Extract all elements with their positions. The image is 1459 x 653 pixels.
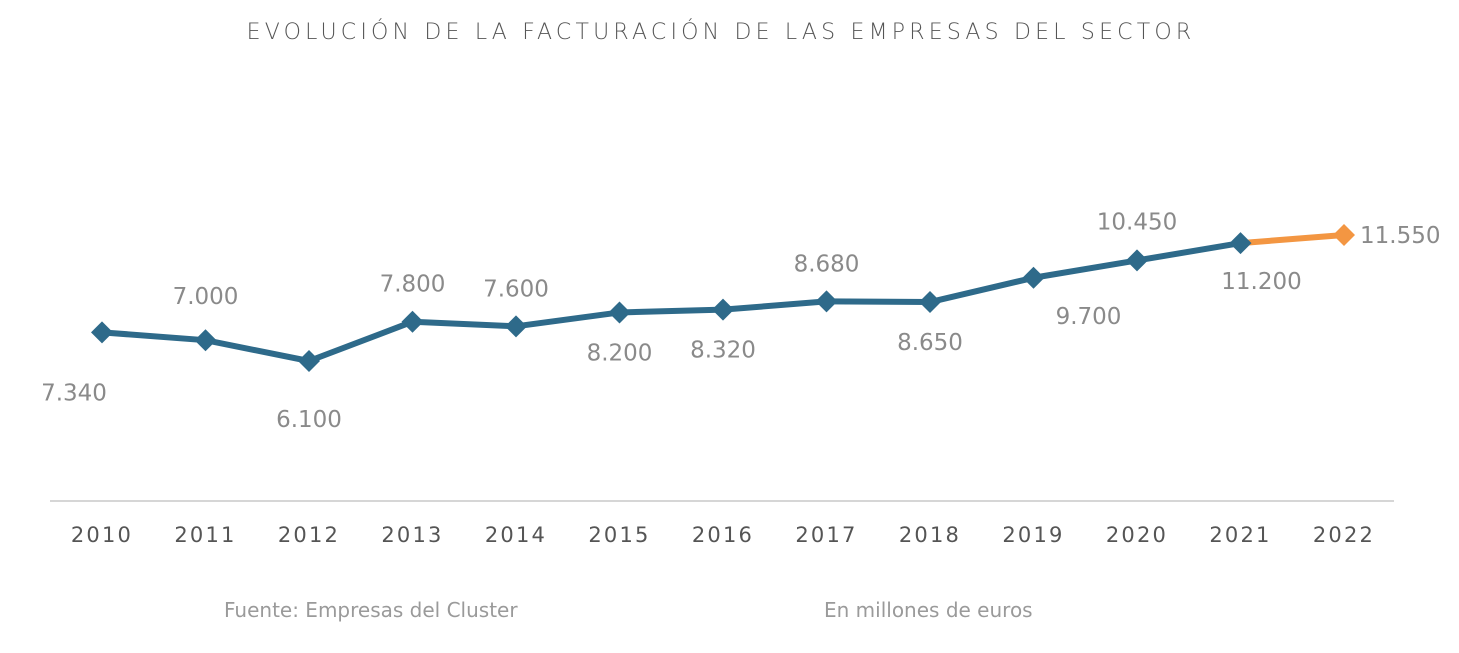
data-point-2010[interactable] xyxy=(91,321,113,344)
line-segment-2016-2017 xyxy=(720,298,830,313)
x-tick-label-2018: 2018 xyxy=(899,523,961,547)
chart-title: EVOLUCIÓN DE LA FACTURACIÓN DE LAS EMPRE… xyxy=(246,20,1196,45)
data-label-2015: 8.200 xyxy=(587,340,653,366)
line-segment-2015-2016 xyxy=(616,306,726,316)
x-tick-label-2016: 2016 xyxy=(692,523,754,547)
data-label-2019: 9.700 xyxy=(1056,304,1122,330)
line-segment-2020-2021 xyxy=(1134,240,1244,264)
data-label-2018: 8.650 xyxy=(897,330,963,356)
x-tick-label-2017: 2017 xyxy=(795,523,857,547)
line-segment-2012-2013 xyxy=(306,318,416,364)
data-point-2021[interactable] xyxy=(1229,232,1252,255)
x-tick-label-2022: 2022 xyxy=(1313,523,1375,547)
line-segment-2021-2022 xyxy=(1237,232,1347,247)
data-label-2011: 7.000 xyxy=(173,284,239,310)
line-segment-2011-2012 xyxy=(202,337,312,364)
data-point-2013[interactable] xyxy=(401,310,424,333)
data-label-2020: 10.450 xyxy=(1097,209,1177,235)
data-label-2013: 7.800 xyxy=(380,272,446,298)
x-tick-label-2015: 2015 xyxy=(588,523,650,547)
data-label-2021: 11.200 xyxy=(1221,269,1301,295)
data-point-2016[interactable] xyxy=(712,298,734,321)
x-tick-label-2021: 2021 xyxy=(1209,523,1271,547)
data-label-2017: 8.680 xyxy=(794,251,860,277)
unit-note: En millones de euros xyxy=(824,598,1033,622)
x-tick-label-2011: 2011 xyxy=(174,523,236,547)
source-note: Fuente: Empresas del Cluster xyxy=(224,598,518,622)
data-label-2016: 8.320 xyxy=(690,338,756,364)
data-point-2012[interactable] xyxy=(298,350,320,372)
x-tick-label-2013: 2013 xyxy=(381,523,443,547)
data-label-2014: 7.600 xyxy=(483,276,549,302)
line-segment-2017-2018 xyxy=(823,298,933,306)
data-point-2019[interactable] xyxy=(1022,266,1045,289)
line-segment-2019-2020 xyxy=(1030,257,1140,281)
data-point-2015[interactable] xyxy=(608,301,631,324)
data-label-2010: 7.340 xyxy=(41,380,107,406)
data-point-2014[interactable] xyxy=(505,315,527,338)
data-point-2018[interactable] xyxy=(919,291,941,314)
x-tick-label-2012: 2012 xyxy=(278,523,340,547)
line-segment-2014-2015 xyxy=(513,309,623,330)
x-tick-label-2020: 2020 xyxy=(1106,523,1168,547)
data-point-2022[interactable] xyxy=(1333,224,1355,246)
line-segment-2013-2014 xyxy=(409,318,519,330)
x-tick-label-2010: 2010 xyxy=(71,523,133,547)
x-tick-label-2014: 2014 xyxy=(485,523,547,547)
data-label-2022: 11.550 xyxy=(1360,223,1440,249)
data-point-2011[interactable] xyxy=(194,329,217,352)
data-point-2020[interactable] xyxy=(1126,249,1148,272)
data-point-2017[interactable] xyxy=(815,290,838,313)
data-label-2012: 6.100 xyxy=(276,407,342,433)
line-segment-2010-2011 xyxy=(99,329,209,344)
x-tick-label-2019: 2019 xyxy=(1002,523,1064,547)
line-segment-2018-2019 xyxy=(927,274,1037,306)
